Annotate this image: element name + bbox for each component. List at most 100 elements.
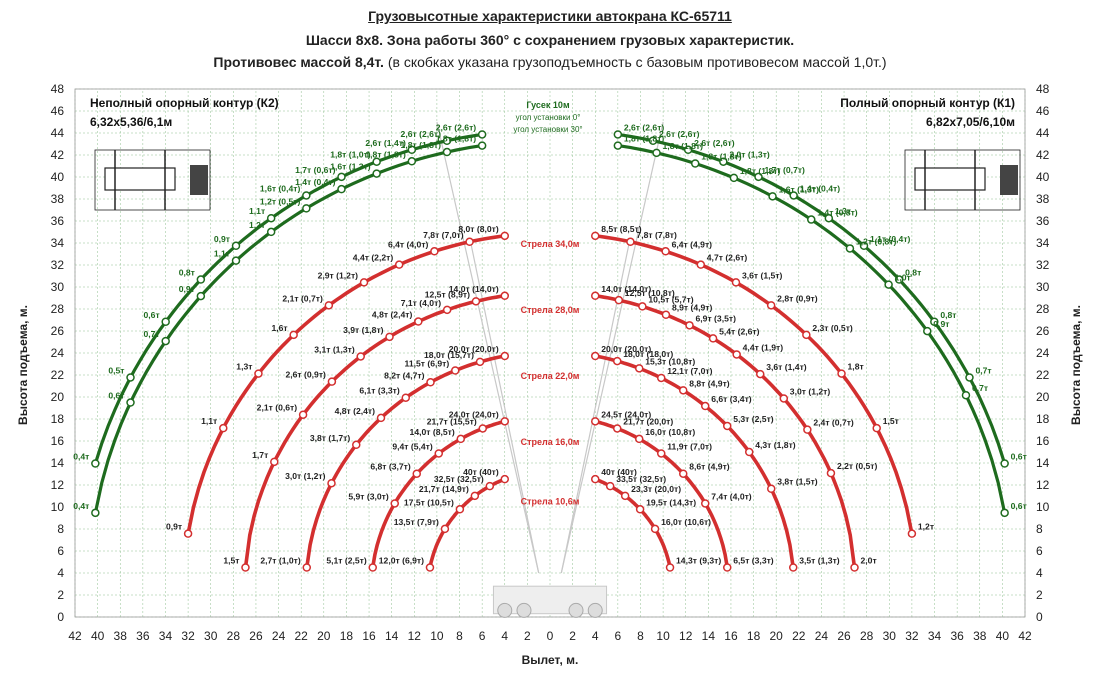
x-tick-label: 16 bbox=[362, 629, 376, 643]
y-tick-label-right: 24 bbox=[1036, 346, 1050, 360]
data-label: 6,9т (3,5т) bbox=[696, 313, 737, 323]
data-point bbox=[455, 505, 465, 514]
data-label: 1,8т (1,0т) bbox=[330, 150, 371, 160]
x-tick-label: 30 bbox=[883, 629, 897, 643]
y-tick-label-left: 10 bbox=[51, 500, 65, 514]
data-label: 32,5т (32,5т) bbox=[434, 474, 484, 484]
chart-grid bbox=[74, 88, 1026, 618]
data-point bbox=[298, 410, 308, 419]
data-label: 16,0т (10,8т) bbox=[645, 427, 695, 437]
left-contour-dims: 6,32х5,36/6,1м bbox=[90, 115, 172, 129]
data-point bbox=[626, 237, 635, 247]
series-boom: 14,0т (14,0т)12,5т (8,9т)7,1т (4,0т)4,8т… bbox=[223, 284, 878, 572]
data-label: 0,6т bbox=[1011, 452, 1027, 462]
y-tick-label-left: 4 bbox=[57, 566, 64, 580]
crane-illustration bbox=[436, 121, 664, 618]
x-tick-label: 20 bbox=[317, 629, 331, 643]
data-point bbox=[613, 141, 623, 150]
x-tick-label: 38 bbox=[114, 629, 128, 643]
data-label: 8,0т (8,0т) bbox=[458, 224, 499, 234]
data-label: 17,5т (10,5т) bbox=[404, 497, 454, 507]
data-label: 20,0т (20,0т) bbox=[449, 344, 499, 354]
y-tick-label-right: 2 bbox=[1036, 588, 1043, 602]
data-point bbox=[126, 398, 135, 407]
data-label: 2,6т (2,6т) bbox=[694, 138, 735, 148]
y-tick-label-left: 2 bbox=[57, 588, 64, 602]
data-label: 7,8т (7,8т) bbox=[636, 230, 677, 240]
data-point bbox=[302, 563, 312, 572]
data-label: 3,6т (1,4т) bbox=[766, 362, 807, 372]
data-point bbox=[779, 394, 789, 403]
y-tick-label-right: 4 bbox=[1036, 566, 1043, 580]
data-label: 0,7т bbox=[972, 383, 988, 393]
data-label: 1,5т bbox=[883, 416, 899, 426]
data-label: 1,6т (1,3т) bbox=[330, 162, 371, 172]
data-point bbox=[289, 330, 298, 340]
data-point bbox=[850, 563, 859, 572]
data-point bbox=[465, 237, 474, 247]
y-tick-label-right: 48 bbox=[1036, 82, 1050, 96]
data-label: 2,6т (1,4т) bbox=[365, 138, 406, 148]
data-label: 4,4т (1,9т) bbox=[743, 342, 784, 352]
data-label: 0,6т bbox=[144, 310, 160, 320]
data-label: 12,5т (8,9т) bbox=[425, 289, 470, 299]
boom-length-label: Стрела 34,0м bbox=[521, 239, 580, 249]
data-point bbox=[327, 478, 336, 488]
data-point bbox=[683, 145, 693, 155]
data-label: 1,8т (1,8т) bbox=[401, 140, 442, 150]
series-boom: 20,0т (20,0т)18,0т (15,7т)11,5т (6,9т)8,… bbox=[260, 344, 840, 572]
jib-label-title: Гусек 10м bbox=[526, 100, 570, 110]
data-point bbox=[440, 524, 450, 534]
data-label: 0,9т bbox=[179, 284, 195, 294]
series-boom: 8,0т (8,0т)7,8т (7,0т)6,4т (4,0т) 4,4т (2… bbox=[166, 224, 934, 538]
data-label: 0,8т bbox=[905, 268, 921, 278]
data-label: 0,9т bbox=[214, 234, 230, 244]
data-point bbox=[451, 366, 460, 375]
data-label: 1,8т bbox=[848, 362, 864, 372]
data-label: 0,9т bbox=[933, 319, 949, 329]
data-point bbox=[196, 275, 206, 284]
y-tick-label-left: 8 bbox=[57, 522, 64, 536]
data-label: 1,8т (1,8т) bbox=[663, 141, 704, 151]
data-label: 23,3т (20,0т) bbox=[631, 484, 681, 494]
data-label: 0,8т bbox=[940, 310, 956, 320]
data-point bbox=[665, 563, 675, 572]
data-point bbox=[241, 563, 250, 572]
data-label: 1,7т (0,7т) bbox=[765, 165, 806, 175]
series-boom: 40т (40т)32,5т (32,5т)21,7т (14,9т)17,5т… bbox=[379, 467, 721, 572]
crane-wheel bbox=[497, 602, 513, 618]
data-point bbox=[656, 449, 666, 458]
data-label: 8,5т (8,5т) bbox=[601, 224, 642, 234]
data-label: 11,5т (6,9т) bbox=[405, 358, 450, 368]
x-tick-label: 32 bbox=[181, 629, 195, 643]
crane-boom-sketch bbox=[436, 121, 540, 574]
x-tick-label: 30 bbox=[204, 629, 218, 643]
y-tick-label-right: 34 bbox=[1036, 236, 1050, 250]
data-point bbox=[652, 148, 661, 158]
curve-left bbox=[186, 234, 506, 535]
curve-right bbox=[594, 234, 914, 535]
right-contour-title: Полный опорный контур (К1) bbox=[840, 96, 1015, 110]
x-tick-label: 36 bbox=[136, 629, 150, 643]
data-point bbox=[270, 457, 279, 467]
data-label: 21,7т (14,9т) bbox=[419, 484, 469, 494]
data-label: 6,4т (4,9т) bbox=[672, 239, 713, 249]
outrigger-diagram-k1 bbox=[904, 149, 1021, 211]
data-point bbox=[590, 474, 600, 484]
x-tick-label: 12 bbox=[408, 629, 422, 643]
data-label: 1,1т bbox=[249, 206, 265, 216]
data-label: 5,9т (3,0т) bbox=[348, 491, 389, 501]
right-contour-dims: 6,82х7,05/6,10м bbox=[926, 115, 1015, 129]
data-point bbox=[807, 215, 816, 224]
data-label: 2,6т (0,9т) bbox=[285, 370, 326, 380]
data-point bbox=[426, 378, 435, 387]
y-tick-label-right: 0 bbox=[1036, 610, 1043, 624]
y-tick-label-right: 10 bbox=[1036, 500, 1050, 514]
data-point bbox=[302, 204, 311, 213]
data-label: 33,5т (32,5т) bbox=[616, 474, 666, 484]
data-label: 0,9т bbox=[166, 522, 182, 532]
data-point bbox=[1000, 459, 1009, 468]
data-point bbox=[930, 317, 939, 327]
boom-length-label: Стрела 28,0м bbox=[521, 305, 580, 315]
data-label: 21,7т (15,5т) bbox=[427, 416, 477, 426]
